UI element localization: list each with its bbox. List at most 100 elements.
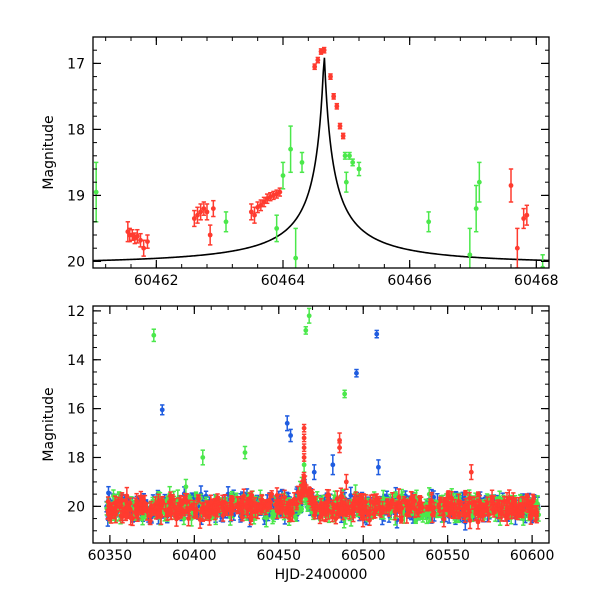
data-point: [340, 132, 346, 140]
point-marker: [426, 219, 432, 225]
point-marker: [312, 64, 318, 70]
x-tick-label: 60462: [134, 273, 179, 289]
point-marker: [204, 209, 210, 215]
point-marker: [321, 47, 327, 53]
axes-frame: [92, 36, 550, 269]
y-tick-label: 17: [67, 56, 85, 72]
point-marker: [473, 206, 479, 212]
point-marker: [223, 219, 229, 225]
data-point: [274, 214, 280, 243]
point-marker: [198, 209, 204, 215]
x-tick-label: 60468: [514, 273, 559, 289]
zoom-panel: 60462 60464 60466 60468 17 18 19 20 Magnitude: [41, 36, 559, 289]
point-marker: [328, 74, 333, 79]
data-point: [288, 125, 293, 174]
point-marker: [521, 216, 527, 221]
data-point: [315, 56, 321, 64]
data-point: [258, 199, 264, 212]
point-marker: [331, 94, 337, 99]
point-marker: [348, 492, 354, 498]
data-point: [201, 201, 207, 216]
point-marker: [340, 133, 346, 139]
point-marker: [347, 153, 352, 159]
data-point: [356, 161, 362, 177]
point-marker: [129, 232, 135, 238]
point-marker: [93, 189, 99, 195]
point-marker: [280, 173, 286, 179]
point-marker: [141, 245, 147, 251]
point-marker: [277, 189, 283, 195]
point-marker: [374, 331, 380, 337]
point-marker: [145, 239, 150, 245]
data-point: [191, 209, 197, 228]
point-marker: [342, 153, 348, 159]
data-point: [347, 151, 352, 160]
data-point: [252, 206, 257, 224]
point-marker: [356, 166, 362, 172]
point-marker: [514, 245, 520, 251]
data-point: [476, 161, 482, 203]
y-axis-label: Magnitude: [41, 115, 57, 189]
point-marker: [330, 462, 336, 468]
data-point: [195, 206, 200, 224]
point-marker: [337, 123, 343, 129]
data-point: [207, 224, 213, 246]
point-marker: [288, 146, 293, 152]
data-point: [514, 227, 520, 268]
data-point: [342, 151, 348, 160]
data-point: [508, 168, 514, 203]
point-marker: [106, 490, 111, 496]
point-marker: [299, 160, 305, 165]
point-marker: [274, 226, 280, 231]
point-marker: [288, 433, 293, 438]
plot-area: [93, 46, 549, 268]
data-point: [337, 122, 343, 130]
point-marker: [354, 370, 359, 376]
point-marker: [195, 212, 200, 218]
data-point: [277, 187, 283, 197]
point-marker: [350, 160, 356, 165]
data-point: [343, 171, 349, 193]
data-point: [299, 151, 305, 174]
x-tick-label: 60466: [387, 273, 432, 289]
point-marker: [201, 206, 207, 212]
data-point: [350, 158, 356, 167]
data-point: [93, 161, 99, 223]
point-marker: [207, 232, 213, 238]
model-curve: [93, 57, 549, 262]
y-tick-label: 20: [67, 254, 85, 270]
point-marker: [210, 206, 216, 212]
data-point: [334, 102, 340, 110]
data-point: [134, 228, 140, 244]
data-point: [374, 329, 380, 339]
point-marker: [159, 407, 165, 413]
data-point: [330, 454, 336, 476]
point-marker: [191, 216, 197, 221]
point-marker: [467, 252, 473, 258]
data-point: [223, 211, 229, 233]
full-panel: 60350 60400 60450 60500 60550 606001214161820…: [41, 304, 554, 583]
data-point: [280, 161, 286, 190]
data-point: [376, 459, 381, 476]
data-point: [145, 234, 150, 249]
data-point: [284, 415, 290, 432]
point-marker: [134, 233, 140, 239]
point-marker: [311, 469, 317, 475]
point-marker: [252, 212, 257, 218]
data-point: [311, 464, 317, 481]
data-point: [328, 73, 333, 80]
data-point: [312, 63, 318, 71]
y-tick-label: 19: [67, 188, 85, 204]
y-tick-label: 18: [67, 122, 85, 138]
data-point: [210, 199, 216, 218]
data-point: [129, 228, 135, 242]
data-point: [521, 207, 527, 230]
point-marker: [284, 420, 290, 426]
data-point: [204, 203, 210, 221]
point-marker: [343, 179, 349, 185]
data-point: [288, 428, 293, 443]
data-point: [141, 239, 147, 257]
point-marker: [293, 255, 299, 261]
data-point: [248, 203, 254, 221]
data-point: [426, 211, 432, 233]
